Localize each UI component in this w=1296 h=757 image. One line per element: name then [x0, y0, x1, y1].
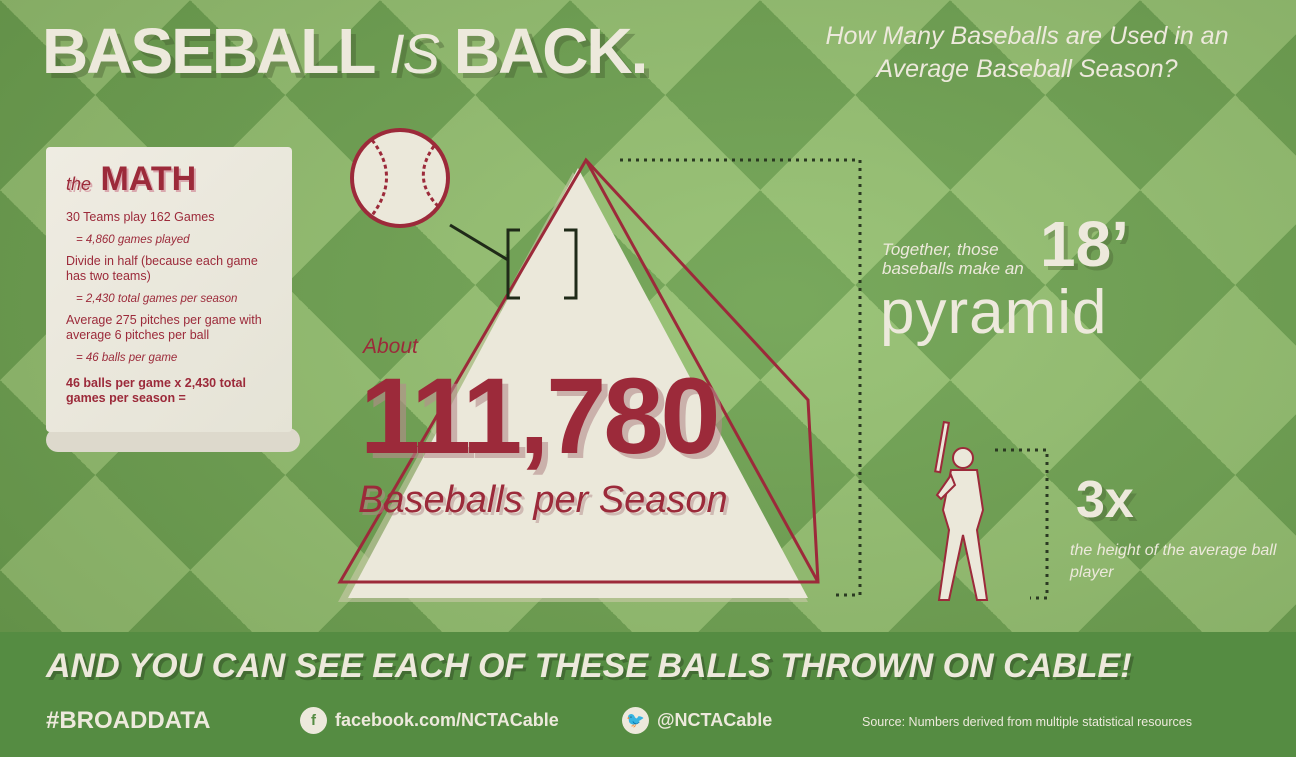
baseball-count: 111,780	[360, 355, 720, 476]
baseball-icon	[350, 128, 450, 228]
title-baseball: BASEBALL	[42, 15, 375, 87]
twitter-text: @NCTACable	[657, 710, 773, 730]
hashtag: #BROADDATA	[46, 707, 211, 734]
count-unit: Baseballs per Season	[358, 479, 728, 521]
footer-tagline: AND YOU CAN SEE EACH OF THESE BALLS THRO…	[46, 647, 1132, 685]
facebook-text: facebook.com/NCTACable	[335, 710, 559, 730]
pyramid-height: 18’	[1040, 208, 1129, 280]
source-note: Source: Numbers derived from multiple st…	[862, 715, 1192, 729]
subtitle: How Many Baseballs are Used in an Averag…	[825, 22, 1229, 83]
math-line: = 2,430 total games per season	[76, 293, 238, 305]
pyramid-caption: Together, those baseballs make an	[882, 240, 1024, 278]
pyramid-graphic	[337, 128, 862, 602]
facebook-icon: f	[300, 707, 327, 734]
title-back: BACK.	[453, 15, 649, 87]
batter-silhouette-icon	[934, 420, 1049, 601]
title-is: IS	[389, 22, 440, 85]
math-line: Average 275 pitches per game with averag…	[66, 313, 262, 342]
math-heading-the: the	[66, 174, 92, 194]
scroll-roll	[46, 428, 300, 452]
math-line: = 46 balls per game	[76, 352, 178, 364]
height-multiplier: 3x	[1076, 471, 1134, 529]
math-line: Divide in half (because each game has tw…	[66, 254, 258, 283]
pyramid-word: pyramid	[880, 278, 1108, 347]
math-line: = 4,860 games played	[76, 234, 190, 246]
twitter-link[interactable]: 🐦 @NCTACable	[622, 707, 772, 734]
math-panel: the MATH 30 Teams play 162 Games = 4,860…	[46, 147, 292, 432]
facebook-link[interactable]: f facebook.com/NCTACable	[300, 707, 559, 734]
math-heading: the MATH	[66, 159, 272, 204]
math-heading-main: MATH	[100, 160, 197, 198]
footer-band	[0, 632, 1296, 757]
math-line: 46 balls per game x 2,430 total games pe…	[66, 376, 246, 405]
twitter-icon: 🐦	[622, 707, 649, 734]
page-title: BASEBALL IS BACK.	[42, 15, 649, 87]
math-line: 30 Teams play 162 Games	[66, 210, 215, 224]
about-label: About	[363, 335, 418, 358]
player-caption: the height of the average ball player	[1070, 542, 1277, 581]
